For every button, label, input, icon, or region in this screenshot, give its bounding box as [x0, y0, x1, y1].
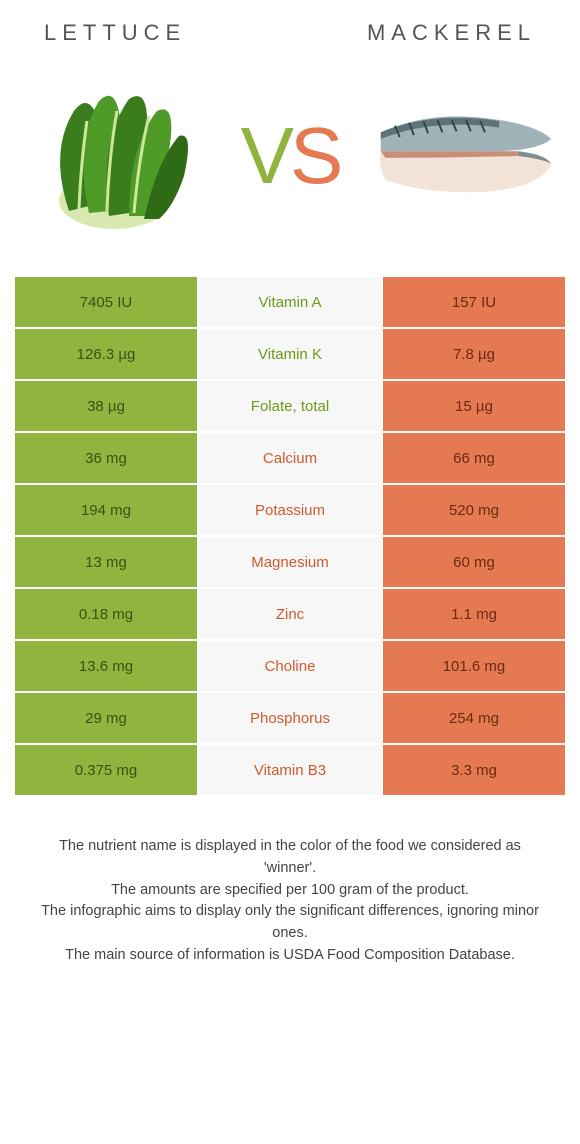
nutrient-label: Calcium	[199, 433, 381, 483]
table-row: 126.3 µg Vitamin K 7.8 µg	[14, 328, 566, 380]
right-value: 3.3 mg	[381, 745, 565, 795]
left-value: 29 mg	[15, 693, 199, 743]
table-row: 13.6 mg Choline 101.6 mg	[14, 640, 566, 692]
nutrient-label: Folate, total	[199, 381, 381, 431]
header: Lettuce Mackerel	[14, 20, 566, 56]
right-value: 66 mg	[381, 433, 565, 483]
nutrient-label: Vitamin B3	[199, 745, 381, 795]
footnote-line: The main source of information is USDA F…	[34, 945, 546, 967]
right-value: 1.1 mg	[381, 589, 565, 639]
table-row: 38 µg Folate, total 15 µg	[14, 380, 566, 432]
nutrient-label: Phosphorus	[199, 693, 381, 743]
left-food-title: Lettuce	[44, 20, 186, 46]
footnote-line: The amounts are specified per 100 gram o…	[34, 880, 546, 902]
right-value: 520 mg	[381, 485, 565, 535]
footnote-line: The infographic aims to display only the…	[34, 901, 546, 945]
nutrient-label: Magnesium	[199, 537, 381, 587]
table-row: 7405 IU Vitamin A 157 IU	[14, 276, 566, 328]
left-value: 126.3 µg	[15, 329, 199, 379]
left-value: 36 mg	[15, 433, 199, 483]
left-value: 38 µg	[15, 381, 199, 431]
left-value: 194 mg	[15, 485, 199, 535]
left-value: 0.18 mg	[15, 589, 199, 639]
right-value: 101.6 mg	[381, 641, 565, 691]
table-row: 194 mg Potassium 520 mg	[14, 484, 566, 536]
table-row: 0.18 mg Zinc 1.1 mg	[14, 588, 566, 640]
hero-row: VS	[14, 56, 566, 276]
nutrient-label: Zinc	[199, 589, 381, 639]
footnote-line: The nutrient name is displayed in the co…	[34, 836, 546, 880]
right-value: 15 µg	[381, 381, 565, 431]
lettuce-image	[24, 66, 204, 246]
table-row: 36 mg Calcium 66 mg	[14, 432, 566, 484]
lettuce-icon	[29, 71, 199, 241]
right-value: 254 mg	[381, 693, 565, 743]
vs-s: S	[290, 110, 339, 202]
table-row: 29 mg Phosphorus 254 mg	[14, 692, 566, 744]
right-value: 60 mg	[381, 537, 565, 587]
left-value: 13.6 mg	[15, 641, 199, 691]
infographic-container: Lettuce Mackerel VS	[0, 0, 580, 1007]
right-value: 157 IU	[381, 277, 565, 327]
left-value: 0.375 mg	[15, 745, 199, 795]
left-value: 7405 IU	[15, 277, 199, 327]
left-value: 13 mg	[15, 537, 199, 587]
nutrient-table: 7405 IU Vitamin A 157 IU 126.3 µg Vitami…	[14, 276, 566, 796]
nutrient-label: Potassium	[199, 485, 381, 535]
vs-v: V	[241, 110, 290, 202]
footnotes: The nutrient name is displayed in the co…	[14, 796, 566, 987]
mackerel-image	[376, 66, 556, 246]
right-value: 7.8 µg	[381, 329, 565, 379]
table-row: 0.375 mg Vitamin B3 3.3 mg	[14, 744, 566, 796]
vs-label: VS	[241, 110, 340, 202]
nutrient-label: Choline	[199, 641, 381, 691]
right-food-title: Mackerel	[367, 20, 536, 46]
table-row: 13 mg Magnesium 60 mg	[14, 536, 566, 588]
nutrient-label: Vitamin A	[199, 277, 381, 327]
mackerel-icon	[376, 96, 556, 216]
nutrient-label: Vitamin K	[199, 329, 381, 379]
